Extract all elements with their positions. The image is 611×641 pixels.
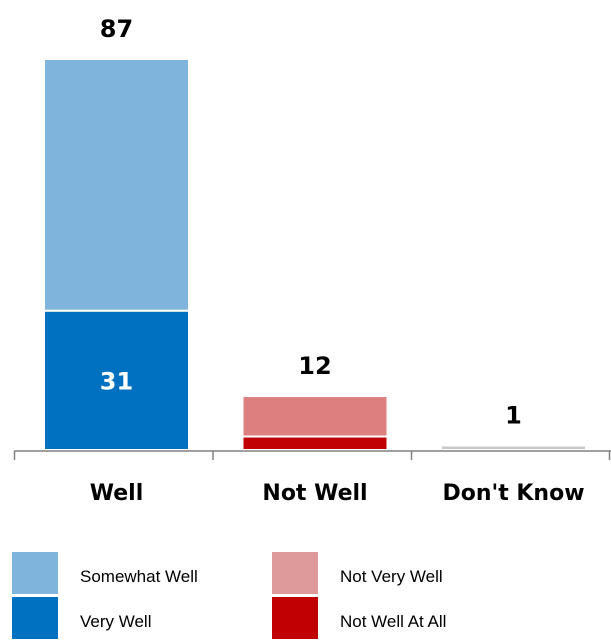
bar-not-well-at-all-not-well (241, 435, 389, 452)
legend-label-somewhat-well: Somewhat Well (80, 567, 198, 586)
legend-swatch-not-very-well (272, 552, 318, 594)
legend-swatch-very-well (12, 597, 58, 639)
bar-very-well-well (43, 309, 190, 451)
legend-label-very-well: Very Well (80, 612, 152, 631)
legend-label-not-very-well: Not Very Well (340, 567, 443, 586)
legend-swatch-not-well-at-all (272, 597, 318, 639)
x-tick-label: Not Well (262, 481, 367, 506)
legend: Somewhat Well Not Very Well Very Well Not W… (12, 552, 446, 639)
legend-label-not-well-at-all: Not Well At All (340, 612, 446, 631)
bars-layer (43, 58, 587, 452)
data-labels: 87 12 1 31 (100, 15, 522, 430)
bar-not-very-well-not-well (241, 395, 389, 438)
x-tick-label: Don't Know (442, 481, 584, 506)
segment-data-label: 31 (100, 367, 133, 395)
bar-don-t-know-don-t-know (440, 444, 587, 451)
total-data-label: 1 (505, 402, 522, 430)
legend-swatch-somewhat-well (12, 552, 58, 594)
x-tick-label: Well (90, 481, 144, 506)
total-data-label: 87 (100, 15, 133, 43)
x-axis: Well Not Well Don't Know (13, 450, 611, 506)
total-data-label: 12 (298, 352, 331, 380)
bar-somewhat-well-well (43, 58, 190, 312)
